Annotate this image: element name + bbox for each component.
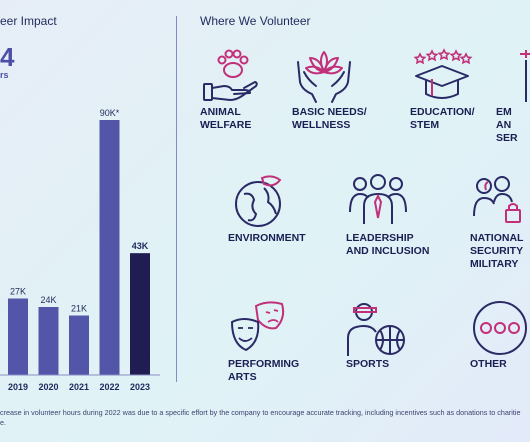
- bar-value-label: 27K: [10, 287, 26, 297]
- category-label: OTHER: [470, 358, 507, 370]
- category-environment: ENVIRONMENT: [228, 172, 306, 245]
- category-national-security: NATIONAL SECURITY MILITARY: [470, 172, 530, 271]
- x-tick-label: 2022: [99, 382, 119, 392]
- category-basic-needs: BASIC NEEDS/ WELLNESS: [292, 46, 367, 132]
- graduation-cap-icon: [413, 48, 473, 99]
- bar-value-label: 24K: [40, 295, 56, 305]
- category-performing-arts: PERFORMING ARTS: [228, 298, 299, 384]
- category-label: ANIMAL WELFARE: [200, 106, 252, 131]
- category-animal-welfare: ANIMAL WELFARE: [200, 46, 264, 132]
- category-sports: SPORTS: [346, 298, 410, 371]
- category-other: OTHER: [470, 298, 530, 371]
- sports-player-icon: [347, 303, 405, 356]
- flag-icon: [520, 50, 530, 102]
- panel-divider: [176, 16, 177, 382]
- theater-masks-icon: [230, 301, 285, 352]
- category-label: ENVIRONMENT: [228, 232, 306, 244]
- category-label: NATIONAL SECURITY MILITARY: [470, 232, 524, 270]
- globe-leaf-icon: [235, 175, 282, 227]
- paw-hand-icon: [203, 49, 258, 101]
- x-tick-label: 2019: [8, 382, 28, 392]
- x-tick-label: 2020: [38, 382, 58, 392]
- total-hours-label: rs: [0, 70, 9, 80]
- dots-circle-icon: [473, 301, 527, 355]
- footnote: crease in volunteer hours during 2022 wa…: [0, 408, 530, 428]
- x-tick-label: 2021: [69, 382, 89, 392]
- volunteer-hours-bar-chart: 27K 2019 24K 2020 21K 2021 90K* 2022 43K 2023: [0, 108, 160, 392]
- bar-value-label: 43K: [132, 241, 149, 251]
- bar-2019: [8, 298, 28, 375]
- bar-2023: [130, 253, 150, 375]
- lotus-hands-icon: [297, 51, 351, 103]
- category-label: LEADERSHIP AND INCLUSION: [346, 232, 430, 257]
- category-label: SPORTS: [346, 358, 390, 370]
- total-hours-number: 4: [0, 42, 15, 72]
- category-leadership-inclusion: LEADERSHIP AND INCLUSION: [346, 172, 429, 258]
- category-label: EDUCATION/ STEM: [410, 106, 475, 131]
- chart-title: eer Impact: [0, 14, 57, 28]
- shield-people-icon: [473, 176, 521, 223]
- bar-2022: [99, 120, 120, 375]
- bar-value-label: 21K: [71, 304, 87, 314]
- category-label: PERFORMING ARTS: [228, 358, 300, 383]
- category-education-stem: EDUCATION/ STEM: [410, 46, 475, 132]
- group-icon: [349, 174, 407, 224]
- x-tick-label: 2023: [130, 382, 150, 392]
- bar-2020: [38, 307, 59, 375]
- section-title: Where We Volunteer: [200, 14, 311, 28]
- category-emergency: EM AN SER: [496, 46, 530, 145]
- bar-2021: [69, 315, 89, 375]
- category-label: EM AN SER: [496, 106, 518, 144]
- bar-value-label: 90K*: [100, 108, 120, 118]
- category-label: BASIC NEEDS/ WELLNESS: [292, 106, 367, 131]
- footnote-line-2: e.: [0, 418, 6, 427]
- footnote-line-1: crease in volunteer hours during 2022 wa…: [0, 408, 521, 417]
